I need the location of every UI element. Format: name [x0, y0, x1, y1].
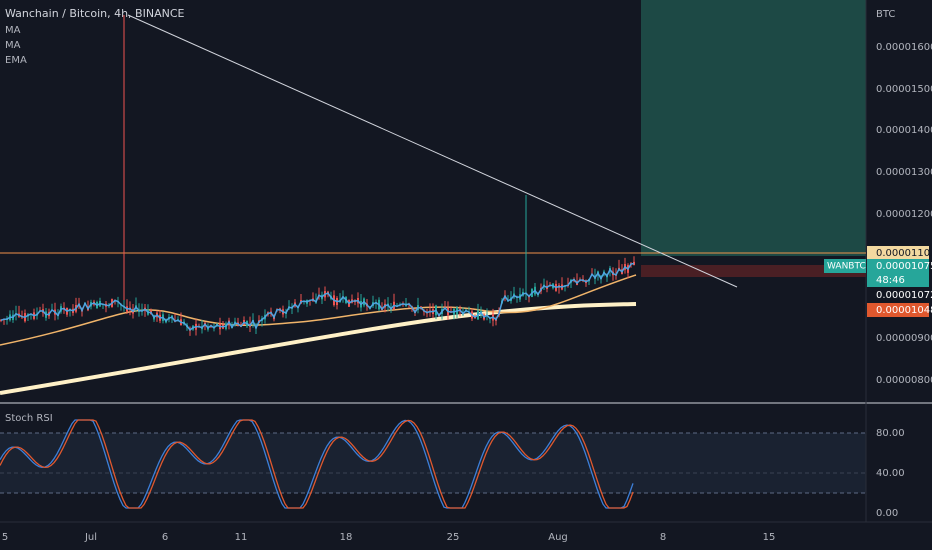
stoch-line	[0, 419, 634, 509]
badge-text: 0.00001048	[876, 305, 932, 316]
stoch-lines	[0, 419, 634, 509]
price-label: 0.00001400	[876, 125, 932, 136]
badge-text: 0.00001072	[876, 290, 932, 301]
stoch-label: 80.00	[876, 428, 905, 439]
time-label: 5	[2, 532, 8, 543]
badge	[867, 259, 929, 287]
indicator: MA	[5, 40, 21, 51]
stoch-band	[0, 433, 866, 493]
price-ma	[0, 262, 635, 331]
badge	[867, 246, 929, 260]
time-label: Jul	[84, 532, 97, 543]
badge-text: 0.00001105	[876, 248, 932, 259]
indicator: MA	[5, 25, 21, 36]
time-label: 25	[447, 532, 460, 543]
time-label: 11	[235, 532, 248, 543]
time-label: 15	[763, 532, 776, 543]
candles	[0, 15, 635, 336]
title: Wanchain / Bitcoin, 4h, BINANCE	[5, 7, 185, 20]
badge	[867, 303, 929, 317]
stoch-title: Stoch RSI	[5, 413, 53, 424]
time-label: 6	[162, 532, 168, 543]
trend-line	[127, 14, 738, 288]
candle-body	[0, 319, 2, 321]
target-zone	[641, 0, 866, 256]
price-label: 0.00001500	[876, 84, 932, 95]
price-label: 0.00000800	[876, 375, 932, 386]
badge	[824, 259, 866, 273]
price-label: 0.00000900	[876, 333, 932, 344]
badge-text: 0.00001075	[876, 261, 932, 272]
stoch-line	[0, 419, 634, 509]
stoch-label: 0.00	[876, 508, 898, 519]
stoch-label: 40.00	[876, 468, 905, 479]
price-label: 0.00001600	[876, 42, 932, 53]
countdown: 48:46	[876, 275, 905, 286]
unit: BTC	[876, 9, 895, 20]
time-label: Aug	[548, 532, 568, 543]
time-label: 8	[660, 532, 666, 543]
symbol: WANBTC	[827, 262, 866, 272]
indicator: EMA	[5, 55, 27, 66]
price-label: 0.00001200	[876, 209, 932, 220]
price-label: 0.00001300	[876, 167, 932, 178]
badge	[867, 288, 929, 302]
time-label: 18	[340, 532, 353, 543]
ema-line	[0, 302, 637, 395]
stop-zone	[641, 265, 866, 277]
